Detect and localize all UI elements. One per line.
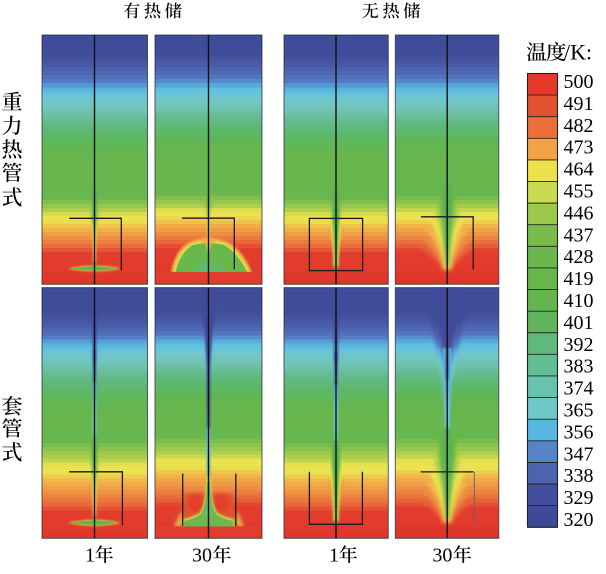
svg-text:491: 491 (564, 93, 594, 115)
svg-text:320: 320 (564, 509, 594, 531)
svg-text:374: 374 (564, 378, 594, 400)
svg-text:1: 1 (329, 545, 339, 567)
svg-text:500: 500 (564, 71, 594, 93)
svg-text:356: 356 (564, 421, 594, 443)
svg-text:410: 410 (564, 290, 594, 312)
svg-text:455: 455 (564, 181, 594, 203)
svg-text:/K:: /K: (564, 40, 592, 65)
svg-text:437: 437 (564, 224, 594, 246)
svg-text:1: 1 (85, 545, 95, 567)
svg-text:365: 365 (564, 400, 594, 422)
svg-text:464: 464 (564, 159, 594, 181)
svg-text:482: 482 (564, 115, 594, 137)
svg-text:419: 419 (564, 268, 594, 290)
svg-text:473: 473 (564, 137, 594, 159)
svg-text:428: 428 (564, 246, 594, 268)
svg-text:446: 446 (564, 202, 594, 224)
svg-text:383: 383 (564, 356, 594, 378)
svg-text:347: 347 (564, 443, 594, 465)
svg-text:392: 392 (564, 334, 594, 356)
svg-text:30: 30 (432, 545, 452, 567)
svg-text:338: 338 (564, 465, 594, 487)
svg-text:329: 329 (564, 487, 594, 509)
svg-text:30: 30 (192, 545, 212, 567)
svg-text:401: 401 (564, 312, 594, 334)
